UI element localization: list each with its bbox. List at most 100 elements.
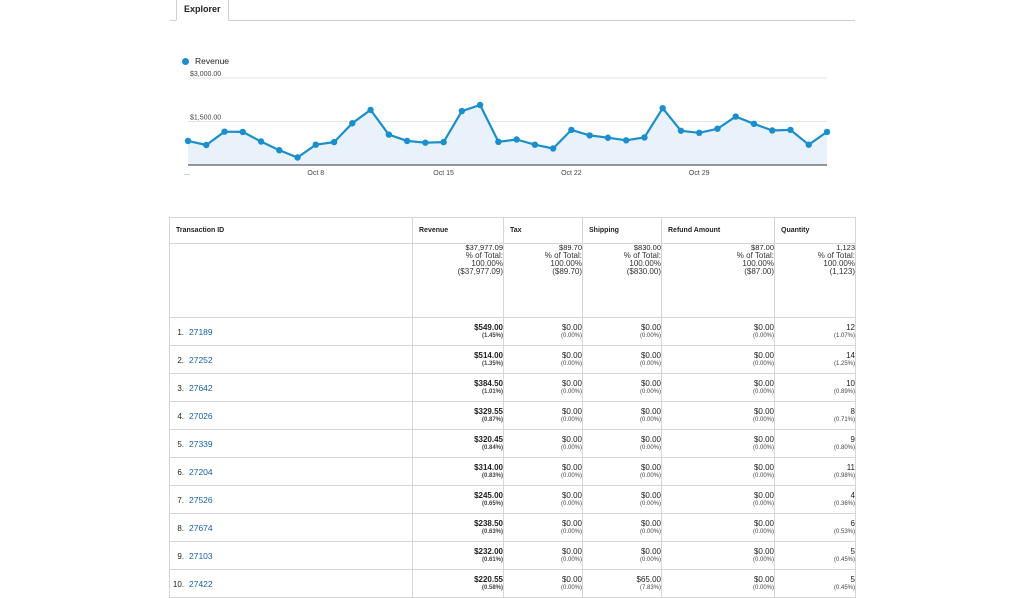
cell-transaction-id: 3. 27642 bbox=[169, 373, 413, 402]
x-tick-label: Oct 22 bbox=[561, 170, 582, 177]
cell-revenue-percent: (0.65%) bbox=[481, 500, 503, 507]
data-point bbox=[787, 126, 794, 134]
cell-quantity: 10 (0.89%) bbox=[774, 373, 856, 402]
cell-refund-value: $0.00 bbox=[753, 490, 774, 500]
transaction-id-link[interactable]: 27674 bbox=[189, 522, 213, 533]
data-point bbox=[221, 128, 228, 135]
cell-revenue-value: $329.55 bbox=[474, 406, 503, 416]
cell-refund-percent: (0.00%) bbox=[752, 444, 774, 451]
data-point bbox=[239, 128, 246, 136]
x-tick-label: ... bbox=[184, 170, 190, 177]
cell-refund-value: $0.00 bbox=[753, 518, 774, 528]
cell-tax-value: $0.00 bbox=[561, 574, 582, 584]
data-point bbox=[586, 132, 593, 139]
cell-transaction-id: 5. 27339 bbox=[169, 429, 413, 458]
y-tick-label: $1,500.00 bbox=[190, 115, 221, 122]
row-rank: 2. bbox=[177, 355, 184, 365]
totals-quantity-percent: 100.00% bbox=[823, 259, 855, 268]
row-rank: 7. bbox=[177, 495, 184, 505]
data-point bbox=[349, 120, 356, 127]
transaction-id-link[interactable]: 27204 bbox=[189, 466, 213, 477]
cell-tax-value: $0.00 bbox=[561, 518, 582, 528]
transaction-id-link[interactable]: 27339 bbox=[189, 438, 213, 449]
cell-refund-percent: (0.00%) bbox=[752, 584, 774, 591]
header-tax[interactable]: Tax bbox=[503, 217, 583, 244]
cell-shipping-percent: (0.00%) bbox=[639, 556, 661, 563]
cell-revenue-percent: (0.84%) bbox=[481, 444, 503, 451]
data-point bbox=[823, 128, 831, 136]
row-rank: 1. bbox=[177, 327, 184, 337]
cell-quantity: 6 (0.53%) bbox=[774, 513, 856, 542]
data-point bbox=[330, 138, 338, 146]
cell-shipping: $0.00 (0.00%) bbox=[582, 317, 662, 346]
cell-revenue-value: $514.00 bbox=[474, 350, 503, 360]
totals-quantity-total: (1,123) bbox=[829, 267, 855, 276]
row-rank: 9. bbox=[177, 551, 184, 561]
cell-tax-percent: (0.00%) bbox=[560, 416, 582, 423]
cell-shipping-value: $0.00 bbox=[640, 462, 661, 472]
totals-quantity-caption: % of Total: bbox=[817, 251, 855, 260]
data-point bbox=[276, 147, 283, 154]
cell-quantity: 14 (1.25%) bbox=[774, 345, 856, 374]
cell-tax-percent: (0.00%) bbox=[560, 388, 582, 395]
cell-revenue-value: $238.50 bbox=[474, 518, 503, 528]
data-point bbox=[769, 127, 776, 134]
cell-quantity-value: 14 bbox=[846, 350, 855, 360]
cell-refund: $0.00 (0.00%) bbox=[661, 373, 775, 402]
cell-tax-value: $0.00 bbox=[561, 546, 582, 556]
totals-shipping: $830.00 % of Total: 100.00% ($830.00) bbox=[582, 243, 662, 318]
cell-refund: $0.00 (0.00%) bbox=[661, 401, 775, 430]
header-revenue[interactable]: Revenue bbox=[412, 217, 504, 244]
transaction-id-link[interactable]: 27026 bbox=[189, 410, 213, 421]
cell-refund-value: $0.00 bbox=[753, 350, 774, 360]
cell-shipping: $0.00 (0.00%) bbox=[582, 457, 662, 486]
data-point bbox=[549, 145, 557, 152]
header-quantity[interactable]: Quantity bbox=[774, 217, 856, 244]
table-row: 5. 27339 $320.45 (0.84%) $0.00 (0.00%) $0… bbox=[169, 429, 856, 458]
totals-revenue: $37,977.09 % of Total: 100.00% ($37,977.… bbox=[412, 243, 504, 318]
table-row: 7. 27526 $245.00 (0.65%) $0.00 (0.00%) $0… bbox=[169, 485, 856, 514]
cell-shipping-value: $0.00 bbox=[640, 322, 661, 332]
cell-tax: $0.00 (0.00%) bbox=[503, 401, 583, 430]
cell-quantity-percent: (0.36%) bbox=[833, 500, 855, 507]
cell-refund-percent: (0.00%) bbox=[752, 332, 774, 339]
cell-tax-value: $0.00 bbox=[561, 434, 582, 444]
cell-revenue: $329.55 (0.87%) bbox=[412, 401, 504, 430]
cell-quantity-value: 5 bbox=[850, 546, 855, 556]
legend-revenue-label[interactable]: Revenue bbox=[195, 56, 230, 66]
cell-shipping-value: $0.00 bbox=[640, 434, 661, 444]
table-row: 10. 27422 $220.55 (0.58%) $0.00 (0.00%) $… bbox=[169, 569, 856, 598]
cell-quantity-value: 12 bbox=[846, 322, 855, 332]
cell-quantity-percent: (0.45%) bbox=[833, 556, 855, 563]
cell-quantity-percent: (0.98%) bbox=[833, 472, 855, 479]
transaction-id-link[interactable]: 27422 bbox=[189, 578, 213, 589]
tab-explorer[interactable]: Explorer bbox=[176, 0, 229, 21]
cell-revenue-value: $314.00 bbox=[474, 462, 503, 472]
cell-shipping: $0.00 (0.00%) bbox=[582, 485, 662, 514]
cell-tax-value: $0.00 bbox=[561, 406, 582, 416]
x-tick-label: Oct 8 bbox=[307, 170, 324, 177]
cell-tax-percent: (0.00%) bbox=[560, 444, 582, 451]
transaction-id-link[interactable]: 27642 bbox=[189, 382, 213, 393]
transaction-id-link[interactable]: 27252 bbox=[189, 354, 213, 365]
totals-revenue-percent: 100.00% bbox=[471, 259, 503, 268]
header-shipping[interactable]: Shipping bbox=[582, 217, 662, 244]
cell-shipping-percent: (0.00%) bbox=[639, 360, 661, 367]
header-refund-amount[interactable]: Refund Amount bbox=[661, 217, 775, 244]
cell-tax: $0.00 (0.00%) bbox=[503, 513, 583, 542]
transaction-id-link[interactable]: 27189 bbox=[189, 326, 213, 337]
cell-revenue-percent: (1.45%) bbox=[481, 332, 503, 339]
transaction-id-link[interactable]: 27103 bbox=[189, 550, 213, 561]
cell-revenue: $514.00 (1.35%) bbox=[412, 345, 504, 374]
cell-quantity-value: 10 bbox=[846, 378, 855, 388]
data-point bbox=[750, 120, 758, 128]
transaction-id-link[interactable]: 27526 bbox=[189, 494, 213, 505]
totals-revenue-caption: % of Total: bbox=[465, 251, 503, 260]
cell-shipping-percent: (7.83%) bbox=[639, 584, 661, 591]
cell-shipping-percent: (0.00%) bbox=[639, 388, 661, 395]
cell-tax: $0.00 (0.00%) bbox=[503, 457, 583, 486]
cell-tax: $0.00 (0.00%) bbox=[503, 541, 583, 570]
data-point bbox=[659, 104, 666, 112]
cell-quantity: 4 (0.36%) bbox=[774, 485, 856, 514]
header-transaction-id[interactable]: Transaction ID bbox=[169, 217, 413, 244]
